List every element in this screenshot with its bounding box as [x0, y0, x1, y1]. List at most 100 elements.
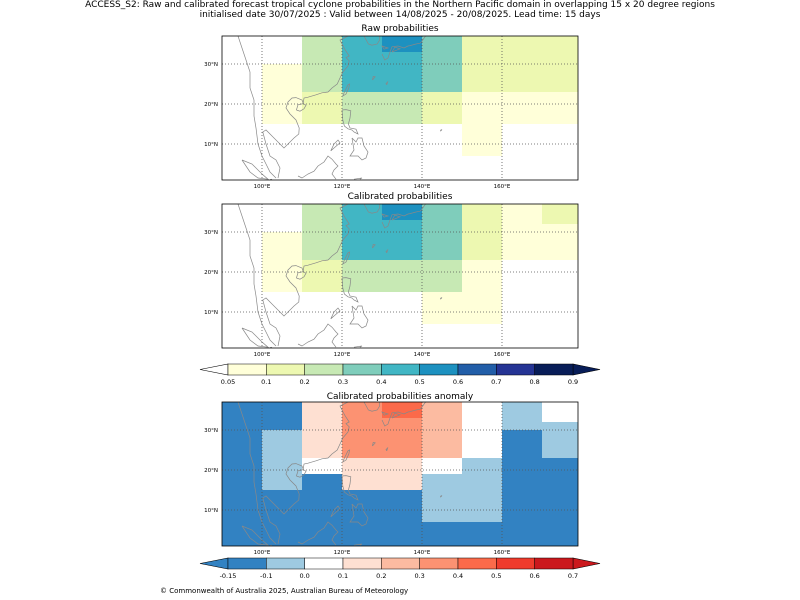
colorbar-tick-label: 0.4	[376, 378, 386, 386]
colorbar-swatch	[496, 557, 535, 570]
probability-cell	[302, 232, 342, 260]
coastline	[342, 449, 351, 463]
probability-cell	[262, 232, 302, 260]
colorbar-swatch	[227, 363, 267, 376]
colorbar-low-extension	[199, 363, 229, 376]
probability-cell	[422, 232, 462, 260]
coastline	[330, 139, 341, 152]
coastline	[330, 307, 341, 320]
colorbar-swatch	[496, 363, 535, 376]
lon-tick-label: 100°E	[254, 352, 271, 358]
probability-cell	[382, 402, 422, 418]
probability-cell	[262, 92, 302, 124]
coastline	[440, 129, 443, 132]
colorbar-high-extension	[572, 557, 601, 570]
probability-cell	[462, 232, 502, 260]
coastline	[297, 155, 339, 180]
anomaly-panel-title: Calibrated probabilities anomaly	[326, 392, 474, 402]
coastline	[341, 109, 359, 135]
probability-cell	[302, 204, 342, 232]
coastline	[363, 402, 380, 412]
probability-cell	[262, 430, 302, 490]
lon-tick-label: 120°E	[334, 352, 351, 358]
lon-tick-label: 120°E	[334, 184, 351, 190]
lat-tick-label: 30°N	[204, 230, 218, 236]
probability-cell	[542, 224, 578, 232]
probability-cell	[262, 260, 302, 292]
coastline	[385, 446, 389, 451]
coastline	[372, 441, 376, 447]
colorbar-tick-label: 0.6	[529, 572, 539, 580]
coastline	[297, 521, 339, 546]
probability-cell	[542, 422, 578, 458]
coastline	[353, 177, 363, 180]
coastline	[440, 297, 443, 300]
coastline	[363, 36, 380, 46]
probability-cell	[502, 402, 542, 430]
colorbar-tick-label: 0.05	[221, 378, 235, 386]
lat-tick-label: 30°N	[204, 428, 218, 434]
colorbar-swatch	[266, 557, 305, 570]
colorbar-swatch	[419, 557, 459, 570]
coastline	[381, 204, 427, 229]
coastline	[381, 213, 390, 218]
probability-cell	[382, 204, 422, 220]
colorbar-high-extension	[572, 363, 601, 376]
lat-tick-label: 10°N	[204, 310, 218, 316]
probability-cell	[262, 64, 302, 92]
coastline	[349, 503, 369, 527]
probability-cell	[502, 204, 542, 232]
probability-cell	[462, 458, 502, 490]
coastline	[381, 45, 390, 50]
lon-tick-label: 100°E	[254, 550, 271, 556]
colorbar-tick-label: 0.7	[568, 572, 578, 580]
colorbar-tick-label: -0.15	[220, 572, 237, 580]
probability-cell	[462, 64, 578, 92]
coastline	[241, 159, 270, 180]
probability-cell	[422, 64, 462, 92]
coastline	[391, 412, 402, 419]
colorbar-tick-label: 0.3	[338, 378, 348, 386]
probability-cell	[302, 260, 342, 292]
probability-cell	[422, 92, 462, 124]
colorbar-tick-label: 0.2	[376, 572, 386, 580]
map-frame	[221, 35, 579, 181]
coastline	[353, 345, 363, 348]
coastline	[241, 327, 270, 348]
lat-tick-label: 30°N	[204, 62, 218, 68]
coastline	[262, 402, 350, 545]
coastline	[262, 204, 350, 347]
probability-cell	[342, 458, 422, 490]
coastline	[381, 402, 427, 427]
coastline	[385, 248, 389, 253]
probability-colorbar: 0.05 0.1 0.2 0.3 0.4 0.5 0.6 0.7 0.8 0.9	[199, 363, 601, 386]
lat-tick-label: 10°N	[204, 142, 218, 148]
colorbar-tick-label: 0.3	[414, 572, 424, 580]
colorbar-tick-label: 0.7	[491, 378, 501, 386]
probability-cell	[302, 36, 342, 64]
colorbar-tick-label: 0.2	[299, 378, 309, 386]
colorbar-tick-label: -0.1	[260, 572, 273, 580]
coastline	[341, 277, 359, 303]
colorbar-swatch	[381, 557, 420, 570]
colorbar-tick-label: 0.9	[568, 378, 578, 386]
colorbar-tick-label: 0.1	[261, 378, 271, 386]
probability-cell	[462, 204, 502, 232]
lat-tick-label: 20°N	[204, 102, 218, 108]
colorbar-swatch	[342, 557, 382, 570]
coastline	[262, 36, 350, 179]
coastline	[342, 83, 351, 97]
colorbar-swatch	[381, 363, 420, 376]
probability-cell	[422, 204, 462, 232]
raw-probabilities-map: 100°E 120°E 140°E 160°E 10°N 20°N 30°N	[204, 35, 579, 190]
probability-cell	[342, 232, 422, 260]
probability-cell	[302, 458, 342, 474]
coastline	[363, 204, 380, 214]
colorbar-swatch	[342, 363, 382, 376]
lat-tick-label: 20°N	[204, 270, 218, 276]
coastline	[385, 80, 389, 85]
colorbar-tick-label: 0.1	[338, 572, 348, 580]
coastline	[353, 543, 363, 546]
coastline	[296, 103, 307, 112]
